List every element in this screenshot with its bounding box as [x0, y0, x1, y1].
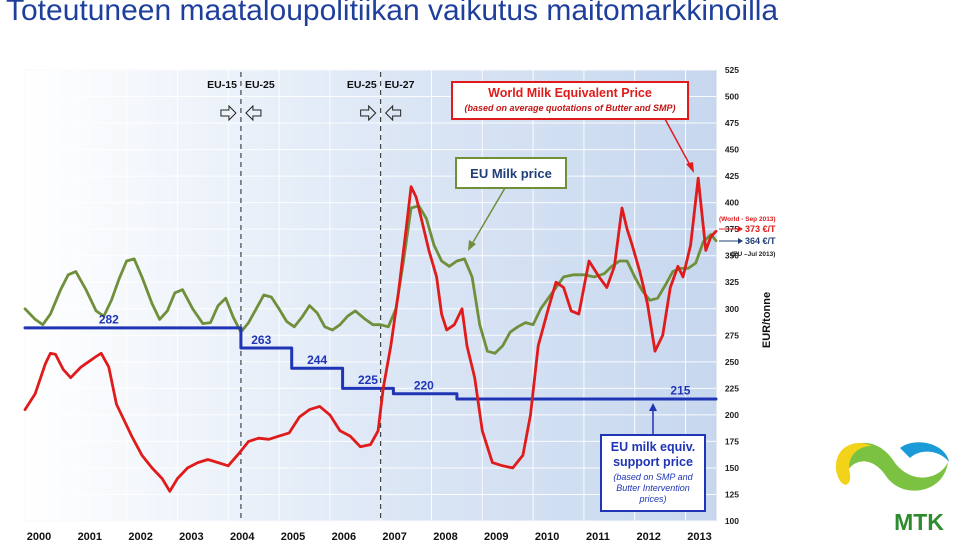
- y-axis: 1001251501752002252502753003253503754004…: [725, 65, 739, 526]
- y-tick-label: 200: [725, 410, 739, 420]
- eu-value: 364 €/T: [745, 236, 776, 246]
- x-tick-label: 2003: [179, 531, 203, 543]
- eu-milk-price-annotation: EU Milk price: [455, 157, 567, 251]
- support-price-line2: support price: [613, 455, 693, 469]
- eu-milk-price-arrowhead: [468, 240, 476, 251]
- y-tick-label: 350: [725, 251, 739, 261]
- world-price-arrowhead: [686, 162, 694, 173]
- x-tick-label: 2000: [27, 531, 51, 543]
- world-price-subtitle: (based on average quotations of Butter a…: [464, 103, 675, 113]
- arrow-right-icon: [220, 104, 237, 122]
- x-tick-label: 2009: [484, 531, 508, 543]
- x-tick-label: 2004: [230, 531, 255, 543]
- world-value: 373 €/T: [745, 224, 776, 234]
- step-label: 244: [307, 353, 327, 367]
- step-label: 225: [358, 373, 378, 387]
- y-tick-label: 275: [725, 330, 739, 340]
- y-tick-label: 450: [725, 145, 739, 155]
- y-tick-label: 425: [725, 171, 739, 181]
- page-title: Toteutuneen maataloupolitiikan vaikutus …: [6, 0, 779, 27]
- support-price-annotation: EU milk equiv. support price (based on S…: [600, 403, 706, 512]
- world-price-annotation: World Milk Equivalent Price (based on av…: [451, 81, 694, 173]
- period-left-label: EU-15: [207, 79, 237, 91]
- world-price-title: World Milk Equivalent Price: [488, 86, 652, 100]
- y-tick-label: 475: [725, 118, 739, 128]
- y-tick-label: 100: [725, 516, 739, 526]
- step-label: 282: [99, 313, 119, 327]
- y-tick-label: 325: [725, 277, 739, 287]
- period-markers: EU-15 EU-25 EU-25 EU-27: [207, 72, 415, 521]
- y-tick-label: 500: [725, 92, 739, 102]
- y-tick-label: 150: [725, 463, 739, 473]
- eu-milk-price-arrow: [471, 187, 506, 245]
- x-tick-label: 2002: [128, 531, 152, 543]
- latest-values: (World - Sep 2013) 373 €/T 364 €/T (EU –…: [719, 216, 776, 258]
- support-price-line4: Butter Intervention: [616, 483, 690, 493]
- eu-milk-price-title: EU Milk price: [470, 166, 552, 181]
- eu-note: (EU –Jul 2013): [731, 251, 775, 258]
- step-label: 215: [670, 384, 690, 398]
- x-tick-label: 2008: [433, 531, 457, 543]
- x-axis: 2000 2001 2002 2003 2004 2005 2006 2007 2008 2009…: [27, 531, 712, 543]
- x-tick-label: 2013: [687, 531, 711, 543]
- period-right-label: EU-25: [245, 79, 275, 91]
- x-tick-label: 2011: [586, 531, 610, 543]
- series-lines: [23, 176, 718, 493]
- support-price-line1: EU milk equiv.: [611, 440, 696, 454]
- x-tick-label: 2005: [281, 531, 305, 543]
- y-tick-label: 250: [725, 357, 739, 367]
- support-price-arrowhead: [649, 403, 657, 411]
- step-labels: 282 263 244 225 220 215: [99, 313, 691, 398]
- period-left-label: EU-25: [347, 79, 377, 91]
- step-label: 220: [414, 378, 434, 392]
- y-tick-label: 175: [725, 436, 739, 446]
- x-tick-label: 2012: [636, 531, 660, 543]
- arrow-left-icon: [245, 104, 262, 122]
- y-tick-label: 125: [725, 489, 739, 499]
- y-tick-label: 400: [725, 198, 739, 208]
- arrow-right-icon: [360, 104, 377, 122]
- x-tick-label: 2010: [535, 531, 559, 543]
- y-tick-label: 300: [725, 304, 739, 314]
- y-tick-label: 225: [725, 383, 739, 393]
- world-note: (World - Sep 2013): [719, 216, 776, 223]
- series-line-eu-milk-price: [23, 204, 718, 355]
- series-line-eu-milk-equiv-support-price: [23, 326, 718, 401]
- series-line-world-milk-equivalent-price: [23, 176, 718, 493]
- x-tick-label: 2007: [382, 531, 406, 543]
- step-label: 263: [251, 333, 271, 347]
- period-right-label: EU-27: [385, 79, 415, 91]
- support-price-line5: prices): [638, 494, 666, 504]
- world-price-arrow: [664, 118, 692, 168]
- x-tick-label: 2006: [332, 531, 356, 543]
- arrow-left-icon: [384, 104, 402, 122]
- support-price-line3: (based on SMP and: [613, 472, 693, 482]
- x-tick-label: 2001: [78, 531, 102, 543]
- y-tick-label: 525: [725, 65, 739, 75]
- y-axis-label: EUR/tonne: [761, 292, 773, 348]
